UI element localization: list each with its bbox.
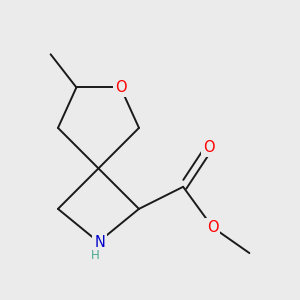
Text: H: H [90,249,99,262]
Text: O: O [203,140,215,155]
Text: N: N [94,235,105,250]
Text: O: O [115,80,126,95]
Text: O: O [207,220,218,235]
